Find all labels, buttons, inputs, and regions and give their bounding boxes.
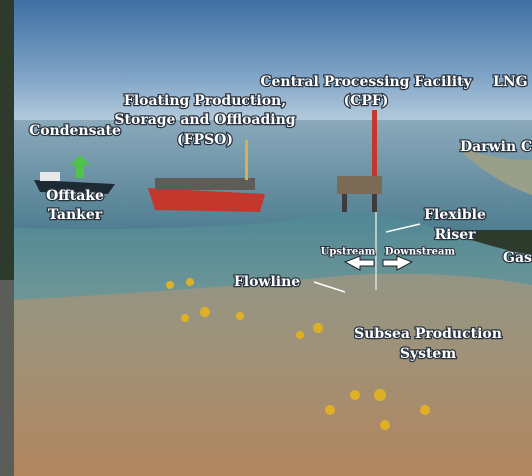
condensate-label: Condensate xyxy=(29,123,121,139)
subsea-label: System xyxy=(400,346,457,362)
darwin-label: Darwin C xyxy=(460,139,532,155)
cpf-label: Central Processing Facility xyxy=(260,74,472,90)
gas-label: Gas xyxy=(503,250,532,266)
downstream-label: Downstream xyxy=(385,247,456,258)
cpf-label: (CPF) xyxy=(344,93,389,109)
riser-label: Flexible xyxy=(424,207,486,223)
labels: Condensate Offtake Tanker Floating Produ… xyxy=(28,73,532,364)
fpso-label: (FPSO) xyxy=(177,132,233,148)
upstream-label: Upstream xyxy=(321,247,376,258)
flowline-label: Flowline xyxy=(234,274,300,290)
lng-label: LNG xyxy=(493,74,528,90)
riser-label: Riser xyxy=(434,227,476,243)
tanker-label: Offtake xyxy=(46,188,104,204)
tanker-label: Tanker xyxy=(48,207,103,223)
facilities xyxy=(34,110,430,430)
fpso-label: Floating Production, xyxy=(124,93,286,109)
subsea-label: Subsea Production xyxy=(354,326,502,342)
fpso-label: Storage and Offloading xyxy=(114,112,295,128)
